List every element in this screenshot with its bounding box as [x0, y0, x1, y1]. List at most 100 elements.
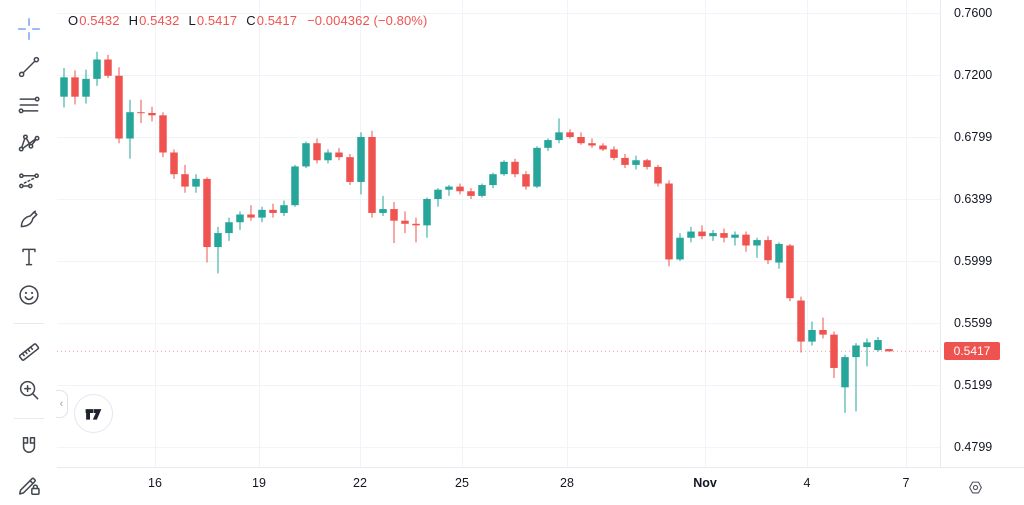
candle-body — [291, 166, 299, 206]
tool-ruler-button[interactable] — [10, 333, 48, 371]
candle-body — [445, 186, 453, 190]
tradingview-logo-icon — [85, 409, 102, 420]
time-tick-label: 7 — [902, 476, 910, 490]
candle-body — [533, 147, 541, 187]
candle-body — [379, 209, 387, 213]
candle-body — [588, 143, 596, 146]
candle-body — [874, 340, 882, 351]
candle-body — [731, 234, 739, 238]
candle-body — [126, 112, 134, 139]
candle-body — [863, 342, 871, 348]
tool-crosshair-button[interactable] — [10, 10, 48, 48]
time-tick-label: 4 — [803, 476, 811, 490]
candle-body — [764, 240, 772, 261]
time-tick-label: 25 — [455, 476, 469, 490]
candlestick-plot[interactable] — [57, 0, 940, 467]
candle-body — [885, 349, 893, 352]
candle-body — [786, 245, 794, 299]
gridlines — [57, 0, 940, 467]
price-axis[interactable]: 0.5417 0.7600 0.7200 0.6799 0.6399 0.5999 0.5… — [940, 0, 1024, 467]
draw-lock-icon — [18, 477, 40, 495]
candle-body — [775, 243, 783, 263]
close-label: C — [246, 13, 256, 28]
tool-text-button[interactable] — [10, 238, 48, 276]
price-tick-label: 0.6799 — [954, 130, 993, 145]
candle-body — [599, 145, 607, 150]
candle-body — [159, 115, 167, 153]
candle-body — [500, 161, 508, 175]
toolbar-collapse-handle[interactable]: ‹ — [56, 390, 68, 418]
candle-body — [60, 77, 68, 97]
candle-body — [632, 160, 640, 165]
tradingview-logo[interactable] — [74, 394, 113, 433]
candle-body — [467, 191, 475, 196]
candle-body — [577, 137, 585, 144]
candle-body — [665, 183, 673, 260]
candle-body — [841, 357, 849, 388]
price-tick-label: 0.7600 — [954, 6, 993, 20]
tool-magnet-button[interactable] — [10, 428, 48, 466]
time-tick-label: Nov — [693, 476, 717, 490]
time-tick-label: 19 — [252, 476, 266, 490]
ohlc-legend: O 0.5432 H 0.5432 L 0.5417 C 0.5417 −0.0… — [68, 13, 427, 28]
candle-body — [456, 186, 464, 192]
candles[interactable] — [60, 51, 893, 413]
candle-body — [654, 166, 662, 184]
candle-body — [819, 329, 827, 335]
change-value: −0.004362 (−0.80%) — [307, 13, 428, 28]
tool-zoom-in-button[interactable] — [10, 371, 48, 409]
candle-body — [346, 157, 354, 182]
candle-body — [269, 209, 277, 213]
candle-body — [489, 174, 497, 186]
candle-body — [137, 112, 145, 114]
candle-body — [753, 240, 761, 246]
magnet-icon — [22, 437, 35, 453]
time-axis[interactable]: 16 19 22 25 28 Nov 4 7 — [57, 467, 1024, 505]
open-label: O — [68, 13, 79, 28]
text-icon — [21, 248, 36, 266]
candle-body — [181, 174, 189, 187]
tool-fib-retracement-button[interactable] — [10, 86, 48, 124]
candle-body — [324, 152, 332, 161]
candle-body — [104, 59, 112, 76]
candle-body — [434, 189, 442, 199]
candle-body — [71, 77, 79, 97]
candle-body — [214, 233, 222, 248]
forecast-icon — [18, 173, 39, 189]
time-tick-label: 28 — [560, 476, 574, 490]
candle-body — [302, 143, 310, 167]
candle-body — [742, 234, 750, 246]
candle-body — [544, 140, 552, 148]
tool-forecast-button[interactable] — [10, 162, 48, 200]
xabcd-pattern-icon — [18, 134, 40, 152]
tool-trend-line-button[interactable] — [10, 48, 48, 86]
candle-body — [687, 231, 695, 238]
candle-body — [192, 178, 200, 187]
candle-body — [203, 178, 211, 248]
candle-body — [643, 160, 651, 167]
tool-draw-lock-button[interactable] — [10, 466, 48, 504]
tool-brush-button[interactable] — [10, 200, 48, 238]
candle-body — [522, 174, 530, 187]
tool-emoji-button[interactable] — [10, 276, 48, 314]
price-tick-label: 0.7200 — [954, 68, 993, 82]
candle-body — [808, 329, 816, 342]
candle-body — [82, 78, 90, 97]
candle-body — [478, 185, 486, 196]
candle-body — [225, 222, 233, 234]
price-tick-label: 0.5999 — [954, 254, 993, 269]
candle-body — [357, 137, 365, 182]
current-price-label: 0.5417 — [944, 342, 1000, 361]
crosshair-icon — [17, 17, 40, 41]
candle-body — [852, 345, 860, 358]
tool-xabcd-pattern-button[interactable] — [10, 124, 48, 162]
candle-body — [676, 237, 684, 260]
candle-body — [280, 205, 288, 213]
candle-body — [148, 112, 156, 116]
fib-retracement-icon — [18, 96, 40, 114]
price-tick-label: 0.5599 — [954, 316, 993, 331]
chart-canvas[interactable]: O 0.5432 H 0.5432 L 0.5417 C 0.5417 −0.0… — [57, 0, 940, 467]
settings-gear-icon[interactable] — [962, 474, 988, 500]
candle-body — [236, 214, 244, 223]
